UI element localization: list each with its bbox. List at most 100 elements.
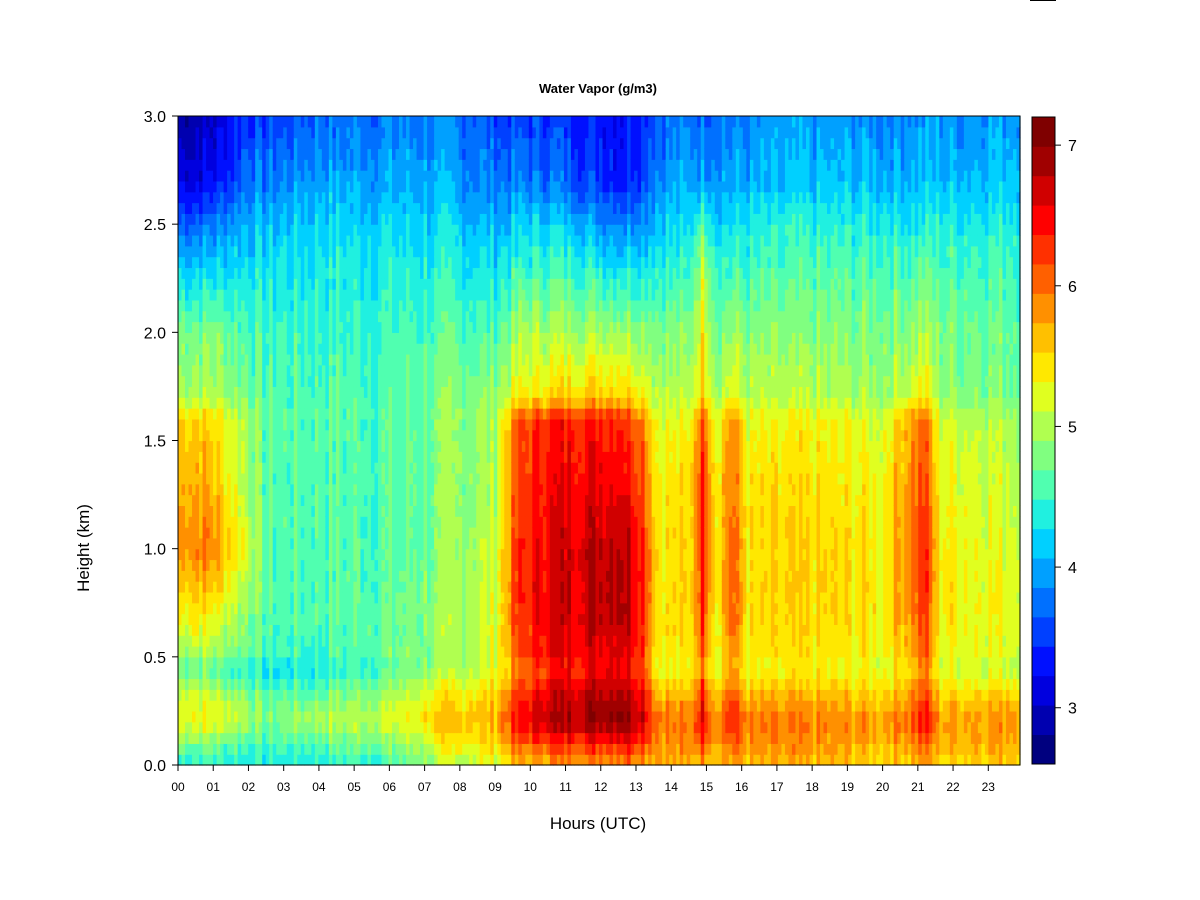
heatmap-cell [377, 689, 383, 701]
heatmap-cell [269, 353, 274, 366]
heatmap-cell [304, 180, 309, 193]
heatmap-cell [181, 278, 186, 290]
heatmap-cell [409, 137, 414, 150]
heatmap-cell [195, 710, 200, 723]
heatmap-cell [216, 364, 221, 377]
heatmap-cell [458, 397, 463, 409]
heatmap-cell [392, 245, 397, 258]
heatmap-cell [363, 321, 369, 333]
heatmap-cell [227, 548, 232, 561]
heatmap-cell [335, 537, 340, 550]
heatmap-cell [469, 602, 474, 615]
heatmap-cell [381, 375, 386, 388]
heatmap-cell [360, 537, 365, 550]
heatmap-cell [304, 126, 309, 139]
heatmap-cell [377, 516, 383, 528]
heatmap-cell [413, 191, 418, 204]
heatmap-cell [286, 289, 291, 301]
heatmap-cell [448, 213, 453, 225]
heatmap-cell [293, 397, 298, 409]
heatmap-cell [304, 472, 309, 485]
heatmap-cell [314, 159, 319, 171]
heatmap-cell [290, 278, 295, 290]
heatmap-cell [178, 224, 183, 236]
heatmap-cell [434, 656, 439, 669]
heatmap-cell [286, 310, 291, 323]
heatmap-cell [314, 472, 319, 485]
heatmap-plot-area [178, 116, 1021, 766]
heatmap-cell [188, 397, 193, 409]
heatmap-cell [248, 516, 253, 528]
heatmap-cell [441, 689, 446, 701]
heatmap-cell [384, 613, 390, 625]
heatmap-cell [342, 310, 347, 323]
heatmap-cell [241, 289, 246, 301]
heatmap-cell [462, 375, 467, 388]
heatmap-cell [255, 170, 260, 182]
heatmap-cell [384, 408, 390, 420]
heatmap-cell [244, 289, 249, 301]
heatmap-cell [220, 635, 225, 647]
heatmap-cell [437, 332, 442, 344]
heatmap-cell [392, 278, 397, 290]
heatmap-cell [314, 527, 319, 539]
heatmap-cell [199, 159, 204, 171]
heatmap-cell [290, 159, 295, 171]
heatmap-cell [363, 743, 369, 755]
heatmap-cell [437, 451, 442, 463]
heatmap-cell [265, 678, 270, 690]
heatmap-cell [181, 548, 186, 561]
heatmap-cell [213, 732, 218, 744]
heatmap-cell [353, 732, 358, 744]
heatmap-cell [272, 754, 277, 766]
heatmap-cell [367, 267, 372, 279]
heatmap-cell [244, 191, 249, 204]
heatmap-cell [381, 289, 386, 301]
heatmap-cell [262, 602, 267, 615]
heatmap-cell [370, 721, 376, 734]
heatmap-cell [335, 364, 340, 377]
heatmap-cell [451, 310, 456, 323]
heatmap-cell [230, 710, 235, 723]
heatmap-cell [458, 245, 463, 258]
heatmap-cell [402, 180, 407, 193]
heatmap-cell [258, 224, 263, 236]
heatmap-cell [413, 234, 418, 247]
heatmap-cell [244, 537, 249, 550]
heatmap-cell [374, 635, 379, 647]
heatmap-cell [342, 624, 347, 636]
heatmap-cell [234, 343, 239, 355]
heatmap-cell [276, 440, 281, 452]
heatmap-cell [318, 343, 323, 355]
heatmap-cell [444, 743, 449, 755]
heatmap-cell [318, 213, 323, 225]
heatmap-cell [381, 343, 386, 355]
heatmap-cell [185, 126, 190, 139]
heatmap-cell [185, 581, 190, 593]
heatmap-cell [290, 570, 295, 582]
heatmap-cell [272, 170, 277, 182]
heatmap-cell [234, 245, 239, 258]
heatmap-cell [202, 202, 207, 214]
heatmap-cell [230, 472, 235, 485]
heatmap-cell [360, 418, 365, 431]
heatmap-cell [272, 656, 277, 669]
heatmap-cell [328, 408, 333, 420]
heatmap-cell [223, 559, 228, 571]
heatmap-cell [384, 646, 390, 658]
heatmap-cell [339, 516, 344, 528]
heatmap-cell [406, 743, 411, 755]
heatmap-cell [416, 689, 421, 701]
heatmap-cell [230, 137, 235, 150]
heatmap-cell [399, 397, 404, 409]
heatmap-cell [420, 462, 425, 474]
heatmap-cell [234, 364, 239, 377]
heatmap-cell [314, 353, 319, 366]
heatmap-cell [465, 646, 470, 658]
heatmap-cell [392, 310, 397, 323]
heatmap-cell [434, 126, 439, 139]
heatmap-cell [441, 364, 446, 377]
heatmap-cell [353, 310, 358, 323]
heatmap-cell [458, 451, 463, 463]
heatmap-cell [465, 375, 470, 388]
